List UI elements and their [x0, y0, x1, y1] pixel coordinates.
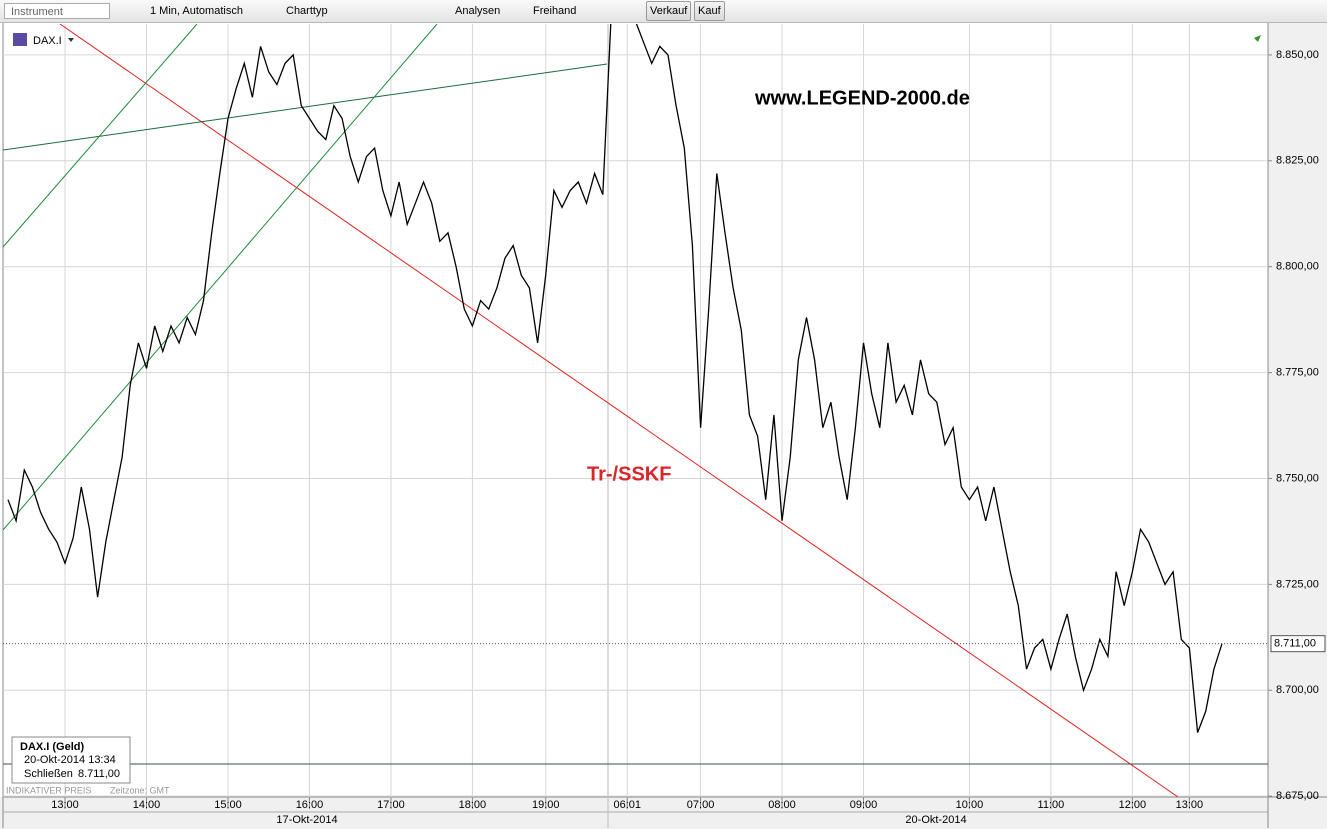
x-tick-label: 13:00	[51, 799, 79, 811]
interval-select[interactable]: 1 Min, Automatisch	[150, 5, 243, 17]
y-tick-label: 8.775,00	[1276, 366, 1319, 378]
last-price-box	[1270, 635, 1326, 653]
trend-line	[3, 24, 438, 531]
x-tick-label: 14:00	[133, 799, 161, 811]
status-icon	[1250, 35, 1261, 46]
charttype-menu[interactable]: Charttyp	[286, 5, 328, 17]
x-tick-label: 19:00	[532, 799, 560, 811]
info-title: DAX.I (Geld)	[20, 741, 85, 753]
footer-timezone: Zeitzone: GMT	[110, 785, 170, 795]
trend-line	[3, 24, 198, 248]
date-label: 20-Okt-2014	[905, 814, 966, 826]
x-tick-label: 08:00	[768, 799, 796, 811]
x-tick-label: 15:00	[214, 799, 242, 811]
toolbar: Instrument 1 Min, Automatisch Charttyp A…	[0, 0, 1327, 23]
analysis-menu[interactable]: Analysen	[455, 5, 501, 17]
annotation: Tr-/SSKF	[587, 463, 671, 485]
y-tick-label: 8.675,00	[1276, 790, 1319, 802]
x-tick-label: 11:00	[1038, 799, 1065, 811]
instrument-input[interactable]: Instrument	[4, 3, 110, 19]
info-datetime: 20-Okt-2014 13:34	[24, 754, 116, 766]
x-tick-label: 06:01	[613, 799, 641, 811]
price-line	[7, 24, 1223, 733]
freehand-menu[interactable]: Freihand	[533, 5, 577, 17]
x-tick-label: 07:00	[687, 799, 715, 811]
instrument-icon	[13, 33, 27, 46]
x-tick-label: 09:00	[850, 799, 878, 811]
drawings	[3, 24, 1268, 797]
date-label: 17-Okt-2014	[276, 814, 337, 826]
y-tick-label: 8.700,00	[1276, 684, 1319, 696]
trend-line	[3, 63, 608, 151]
x-axis-panel	[0, 797, 1327, 829]
info-close-value: 8.711,00	[78, 768, 120, 780]
y-tick-label: 8.750,00	[1276, 472, 1319, 484]
footer-note: INDIKATIVER PREIS	[6, 785, 91, 795]
y-tick-label: 8.850,00	[1276, 49, 1319, 61]
dropdown-arrow	[68, 38, 74, 42]
y-axis-panel	[1268, 23, 1327, 829]
y-tick-label: 8.825,00	[1276, 155, 1319, 167]
x-tick-label: 10:00	[956, 799, 984, 811]
info-close-label: Schließen	[24, 768, 73, 780]
watermark: www.LEGEND-2000.de	[754, 87, 970, 109]
y-tick-label: 8.725,00	[1276, 578, 1319, 590]
sell-button[interactable]: Verkauf	[646, 1, 692, 21]
x-tick-label: 12:00	[1119, 799, 1147, 811]
x-tick-label: 16:00	[296, 799, 324, 811]
buy-button[interactable]: Kauf	[694, 1, 725, 21]
y-tick-label: 8.800,00	[1276, 261, 1319, 273]
instrument-label[interactable]: DAX.I	[33, 35, 62, 47]
x-tick-label: 13:00	[1176, 799, 1204, 811]
trend-line	[59, 24, 1179, 797]
x-tick-label: 17:00	[377, 799, 405, 811]
info-box	[11, 736, 131, 784]
last-price-label: 8.711,00	[1274, 638, 1316, 650]
x-tick-label: 18:00	[459, 799, 487, 811]
